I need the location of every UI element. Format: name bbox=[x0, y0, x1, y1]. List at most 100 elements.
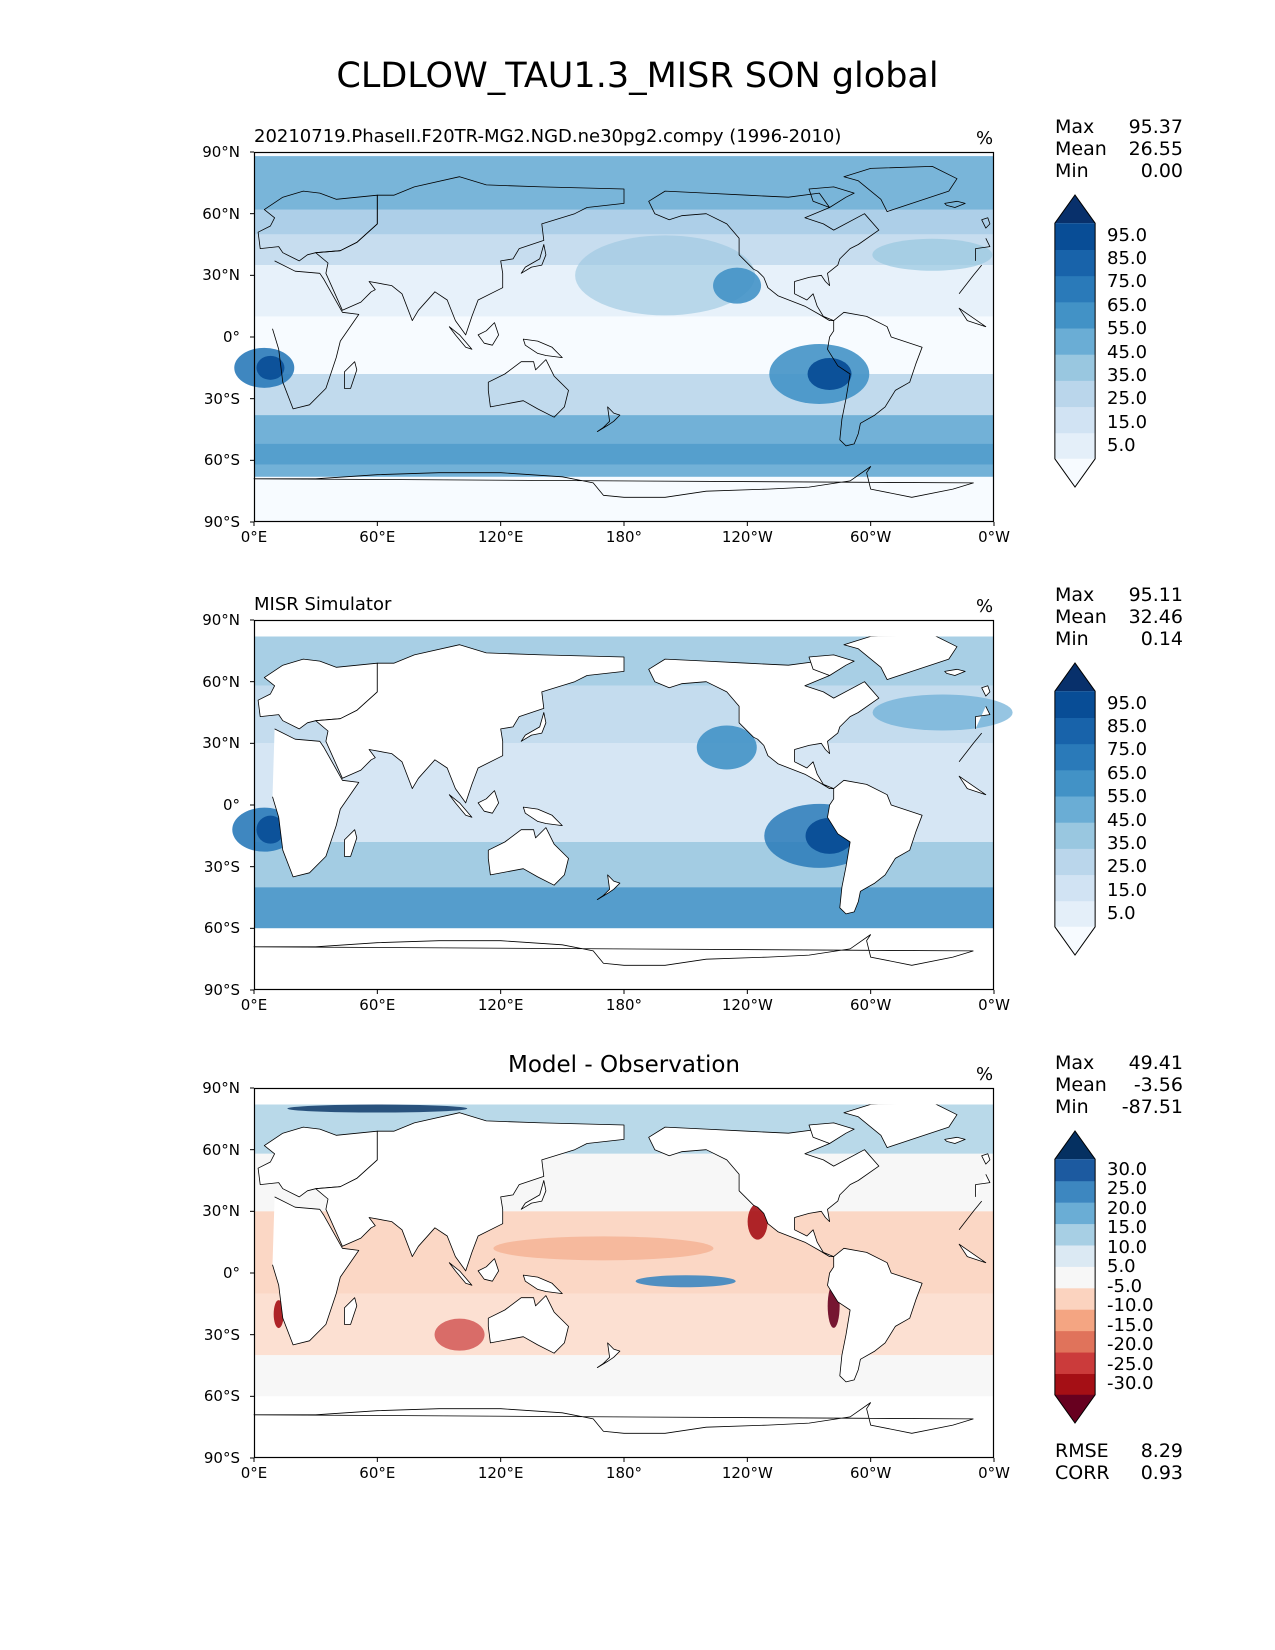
rmse-value: 8.29 bbox=[1140, 1440, 1183, 1462]
coastline-africa bbox=[272, 1196, 987, 1346]
corr-value: 0.93 bbox=[1140, 1462, 1183, 1484]
colorbar-tick-label: 5.0 bbox=[1107, 1256, 1136, 1278]
coastline-africa bbox=[272, 728, 987, 878]
colorbar-tick-label: 5.0 bbox=[1107, 435, 1136, 457]
y-tick-label: 30°N bbox=[202, 1202, 240, 1221]
map-canvas bbox=[232, 619, 1013, 994]
colorbar-tick-label: 15.0 bbox=[1107, 411, 1148, 433]
x-tick-label: 180° bbox=[605, 1464, 643, 1482]
stat-min-value: 0.14 bbox=[1140, 628, 1183, 650]
colorbar-bin bbox=[1054, 1309, 1096, 1332]
polar-no-data bbox=[254, 928, 994, 990]
coastline-iceland bbox=[944, 200, 966, 208]
colorbar-bin bbox=[1054, 223, 1096, 250]
coastline-sumatra bbox=[448, 326, 473, 350]
colorbar-tick-label: 35.0 bbox=[1107, 364, 1148, 386]
x-tick-label: 0°E bbox=[240, 996, 268, 1014]
southern-ocean-core bbox=[254, 443, 994, 465]
stats-box: Max 49.41 Mean -3.56 Min -87.51 bbox=[1055, 1052, 1183, 1118]
x-tick-label: 120°E bbox=[477, 528, 524, 546]
metrics-box: RMSE 8.29 CORR 0.93 bbox=[1055, 1440, 1183, 1484]
y-tick-label: 90°S bbox=[203, 513, 240, 531]
colorbar-bin bbox=[1054, 327, 1096, 355]
panel-difference: Model - Observation % 90°N 60°N 30°N 0° 30°S… bbox=[0, 1052, 1275, 1502]
y-tick-label: 60°N bbox=[202, 1140, 240, 1159]
map-frame bbox=[253, 151, 995, 523]
coastline-antarctica bbox=[253, 1402, 974, 1434]
x-tick-label: 0°W bbox=[978, 1464, 1010, 1482]
x-tick-label: 120°W bbox=[721, 1464, 773, 1482]
coastline-samerica bbox=[827, 311, 923, 447]
panel-observation: MISR Simulator % 90°N 60°N 30°N 0° 30°S 60°S 9… bbox=[0, 584, 1275, 1034]
coastline-samerica bbox=[827, 1247, 923, 1383]
y-tick-label: 60°S bbox=[203, 1387, 240, 1406]
y-tick-label: 30°N bbox=[202, 266, 240, 285]
colorbar-svg bbox=[1054, 662, 1096, 956]
map-difference bbox=[250, 1087, 995, 1462]
y-tick-label: 90°S bbox=[203, 1449, 240, 1467]
stat-min-value: 0.00 bbox=[1140, 160, 1183, 182]
coastline-antarctica bbox=[253, 466, 974, 498]
map-observation bbox=[232, 619, 1013, 994]
y-tick-label: 30°S bbox=[203, 857, 240, 876]
x-tick-label: 180° bbox=[605, 528, 643, 546]
coastline-uk bbox=[981, 217, 991, 229]
coastline-baffin bbox=[808, 654, 855, 676]
colorbar-tick-label: 55.0 bbox=[1107, 786, 1148, 808]
coastline-japan bbox=[520, 1180, 547, 1210]
coastline-asia bbox=[315, 176, 625, 336]
coastline-borneo bbox=[477, 322, 499, 346]
colorbar-bin bbox=[1054, 743, 1096, 771]
colorbar-bin bbox=[1054, 900, 1096, 928]
equatorial-positive-bias bbox=[635, 1275, 736, 1288]
coastline-nz bbox=[596, 1342, 621, 1368]
north-pacific-cloud bbox=[575, 235, 756, 316]
coastline-borneo bbox=[477, 790, 499, 814]
stat-mean-label: Mean bbox=[1055, 606, 1107, 628]
coastline-borneo bbox=[477, 1258, 499, 1282]
colorbar bbox=[1050, 1130, 1100, 1424]
coastline-australia bbox=[487, 1295, 569, 1354]
ne-pacific-stratocumulus bbox=[696, 725, 757, 770]
stat-min-value: -87.51 bbox=[1121, 1096, 1183, 1118]
coastline-australia bbox=[487, 827, 569, 886]
coastline-sumatra bbox=[448, 794, 473, 818]
colorbar-tick-label: 30.0 bbox=[1107, 1158, 1148, 1180]
coastline-iceland bbox=[944, 1136, 966, 1144]
polar-no-data bbox=[254, 1396, 994, 1458]
colorbar-tick-label: 75.0 bbox=[1107, 739, 1148, 761]
y-tick-label: 30°S bbox=[203, 389, 240, 408]
colorbar-bin bbox=[1054, 406, 1096, 434]
y-tick-label: 90°N bbox=[202, 611, 240, 629]
colorbar-bin bbox=[1054, 769, 1096, 797]
map-canvas bbox=[234, 151, 995, 526]
stat-mean-label: Mean bbox=[1055, 138, 1107, 160]
coastline-baffin bbox=[808, 1122, 855, 1144]
polar-no-data bbox=[254, 1088, 994, 1105]
stat-min-label: Min bbox=[1055, 628, 1089, 650]
colorbar-bin bbox=[1054, 432, 1096, 460]
stat-mean-label: Mean bbox=[1055, 1074, 1107, 1096]
x-tick-label: 120°E bbox=[477, 1464, 524, 1482]
x-tick-label: 0°W bbox=[978, 996, 1010, 1014]
y-tick-label: 0° bbox=[222, 328, 240, 346]
colorbar-tick-label: 55.0 bbox=[1107, 318, 1148, 340]
stat-max-value: 95.11 bbox=[1128, 584, 1183, 606]
x-tick-label: 120°E bbox=[477, 996, 524, 1014]
colorbar-tick-label: -25.0 bbox=[1107, 1353, 1154, 1375]
x-tick-label: 120°W bbox=[721, 528, 773, 546]
stat-max-value: 49.41 bbox=[1128, 1052, 1183, 1074]
stat-min-label: Min bbox=[1055, 160, 1089, 182]
map-canvas bbox=[250, 1087, 995, 1462]
colorbar-bin bbox=[1054, 1244, 1096, 1267]
colorbar-tick-label: 75.0 bbox=[1107, 271, 1148, 293]
y-tick-label: 0° bbox=[222, 1264, 240, 1282]
panel-title: MISR Simulator bbox=[254, 594, 392, 615]
colorbar-tick-label: 95.0 bbox=[1107, 692, 1148, 714]
colorbar-bin bbox=[1054, 1351, 1096, 1374]
namibia-stratocumulus-core bbox=[256, 815, 285, 844]
colorbar-bin bbox=[1054, 822, 1096, 849]
x-tick-label: 180° bbox=[605, 996, 643, 1014]
colorbar-bin bbox=[1054, 848, 1096, 876]
colorbar-bin bbox=[1054, 354, 1096, 381]
